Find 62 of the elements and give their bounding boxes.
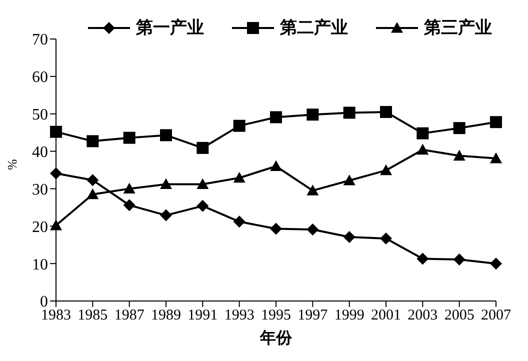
point	[343, 230, 356, 243]
x-tick-label: 1995	[261, 308, 291, 324]
point	[343, 174, 356, 186]
point	[86, 135, 99, 148]
y-tick-label: 10	[32, 256, 48, 274]
point	[416, 252, 429, 265]
point	[233, 172, 246, 183]
point	[50, 167, 62, 180]
x-tick-label: 1985	[78, 308, 108, 324]
point	[306, 184, 319, 196]
x-tick-label: 1997	[298, 308, 328, 324]
y-tick-label: 70	[32, 32, 48, 49]
point	[160, 178, 172, 190]
point	[490, 116, 502, 128]
x-tick-label: 2001	[371, 308, 401, 324]
point	[453, 150, 466, 161]
point	[453, 122, 466, 134]
point	[233, 216, 246, 228]
y-tick-label: 30	[32, 181, 48, 198]
x-tick-label: 1991	[188, 308, 218, 324]
x-tick-label: 1989	[151, 308, 181, 324]
point	[270, 111, 282, 124]
point	[416, 127, 429, 140]
x-tick-label: 1993	[224, 308, 254, 324]
point	[380, 106, 392, 118]
legend-label: 第三产业	[424, 17, 492, 39]
point	[380, 164, 392, 176]
point	[453, 253, 466, 266]
x-tick-label: 2005	[444, 308, 474, 324]
x-tick-label: 2003	[408, 308, 438, 324]
legend-label: 第二产业	[280, 17, 348, 39]
x-tick-label: 1999	[334, 308, 364, 324]
point	[160, 209, 172, 222]
point	[86, 188, 99, 200]
legend-label: 第一产业	[136, 17, 204, 39]
point	[380, 232, 392, 244]
point	[196, 142, 209, 154]
point	[196, 200, 209, 212]
point	[160, 129, 172, 142]
point	[270, 222, 282, 235]
point	[86, 174, 99, 186]
point	[306, 108, 319, 121]
point	[123, 199, 136, 212]
point	[123, 132, 136, 144]
point	[490, 258, 502, 270]
y-tick-label: 40	[32, 144, 48, 161]
point	[123, 182, 136, 194]
point	[233, 120, 246, 132]
point	[416, 144, 429, 155]
point	[50, 126, 62, 138]
point	[196, 178, 209, 190]
y-axis-title: %	[4, 159, 20, 170]
x-axis-title: 年份	[259, 329, 293, 347]
x-tick-label: 2007	[481, 308, 512, 324]
point	[343, 106, 356, 119]
x-tick-label: 1987	[114, 308, 145, 324]
y-tick-label: 60	[32, 69, 48, 86]
point	[306, 224, 319, 236]
point	[490, 152, 502, 164]
y-tick-label: 50	[32, 106, 48, 124]
point	[270, 160, 282, 172]
y-tick-label: 20	[32, 218, 48, 236]
